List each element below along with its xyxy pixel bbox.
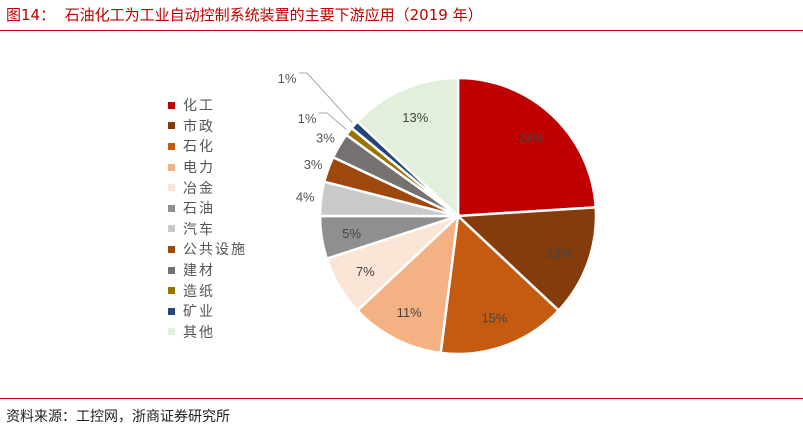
data-label: 15% xyxy=(481,310,507,325)
legend-swatch xyxy=(168,163,175,171)
legend-item: 冶金 xyxy=(168,177,247,198)
title-divider xyxy=(0,30,803,31)
legend-label: 石油 xyxy=(183,201,215,218)
legend-swatch xyxy=(168,245,175,253)
legend-label: 化工 xyxy=(183,98,215,115)
legend-item: 其他 xyxy=(168,322,247,343)
legend-item: 电力 xyxy=(168,157,247,178)
legend-item: 石油 xyxy=(168,198,247,219)
legend-label: 矿业 xyxy=(183,304,215,321)
data-label: 1% xyxy=(298,111,317,126)
legend-label: 汽车 xyxy=(183,221,215,238)
data-label: 7% xyxy=(356,264,375,279)
legend-item: 汽车 xyxy=(168,219,247,240)
pie-slice xyxy=(355,212,460,355)
leader-line xyxy=(299,72,353,124)
data-label: 4% xyxy=(296,190,315,205)
pie-slice xyxy=(456,76,598,218)
pie-slice xyxy=(455,206,598,313)
source-note: 资料来源：工控网，浙商证券研究所 xyxy=(6,409,230,425)
legend-item: 石化 xyxy=(168,136,247,157)
data-label: 13% xyxy=(402,110,428,125)
figure-title: 图14： 石油化工为工业自动控制系统装置的主要下游应用（2019 年） xyxy=(6,6,483,24)
legend-swatch xyxy=(168,204,175,212)
legend-swatch xyxy=(168,142,175,150)
legend-item: 化工 xyxy=(168,95,247,116)
legend-swatch xyxy=(168,101,175,109)
legend-item: 市政 xyxy=(168,116,247,137)
pie-slice xyxy=(355,76,460,219)
legend-swatch xyxy=(168,184,175,192)
legend-label: 其他 xyxy=(183,324,215,341)
legend: 化工市政石化电力冶金石油汽车公共设施建材造纸矿业其他 xyxy=(168,95,247,342)
legend-label: 石化 xyxy=(183,139,215,156)
data-label: 5% xyxy=(342,226,361,241)
data-label: 11% xyxy=(397,305,422,320)
legend-label: 公共设施 xyxy=(183,242,247,259)
data-label: 24% xyxy=(519,131,545,146)
legend-label: 造纸 xyxy=(183,283,215,300)
legend-swatch xyxy=(168,266,175,274)
legend-item: 建材 xyxy=(168,260,247,281)
legend-label: 电力 xyxy=(183,160,215,177)
legend-swatch xyxy=(168,287,175,295)
legend-item: 矿业 xyxy=(168,301,247,322)
source-divider xyxy=(0,398,803,399)
legend-item: 公共设施 xyxy=(168,239,247,260)
data-label: 1% xyxy=(278,71,297,86)
legend-swatch xyxy=(168,225,175,233)
pie-slice xyxy=(439,213,561,356)
legend-label: 市政 xyxy=(183,118,215,135)
legend-label: 建材 xyxy=(183,263,215,280)
legend-swatch xyxy=(168,307,175,315)
legend-item: 造纸 xyxy=(168,280,247,301)
data-label: 3% xyxy=(304,157,323,172)
data-label: 3% xyxy=(316,131,335,146)
leader-line xyxy=(319,112,347,130)
legend-swatch xyxy=(168,122,175,130)
legend-label: 冶金 xyxy=(183,180,215,197)
data-label: 13% xyxy=(546,245,572,260)
legend-swatch xyxy=(168,328,175,336)
